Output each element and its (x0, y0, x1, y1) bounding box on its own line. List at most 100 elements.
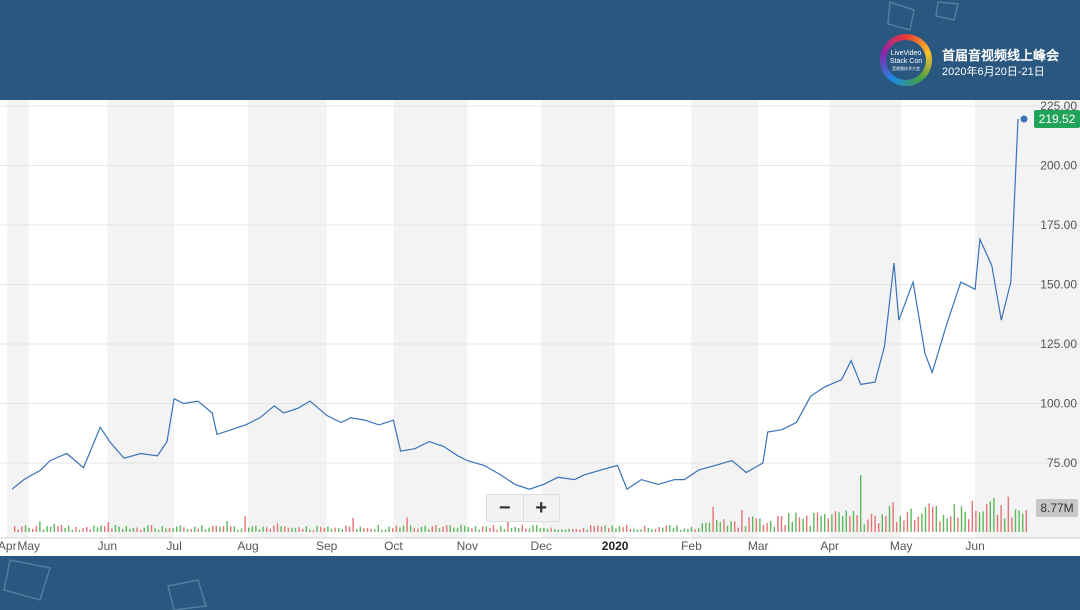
volume-bar (820, 515, 822, 532)
volume-bar (741, 510, 743, 532)
volume-bar (550, 527, 552, 532)
volume-bar (860, 475, 862, 532)
volume-bar (813, 512, 815, 532)
volume-bar (269, 528, 271, 532)
volume-bar (1004, 518, 1006, 532)
volume-bar (1011, 517, 1013, 532)
volume-bar (989, 501, 991, 532)
volume-bar (777, 515, 779, 532)
volume-bar (622, 526, 624, 532)
volume-bar (417, 528, 419, 532)
volume-bar (575, 529, 577, 532)
volume-bar (122, 528, 124, 532)
volume-bar (662, 527, 664, 532)
volume-bar (712, 506, 714, 532)
chart-panel[interactable]: 225.00 200.00 175.00 150.00 125.00 100.00 75.0… (0, 100, 1080, 556)
volume-bar (179, 525, 181, 532)
volume-bar (867, 519, 869, 532)
volume-bar (600, 526, 603, 532)
volume-bar (921, 513, 923, 532)
stock-chart[interactable]: 225.00 200.00 175.00 150.00 125.00 100.00 75.0… (0, 100, 1080, 556)
volume-bar (546, 528, 549, 532)
volume-bar (284, 526, 286, 532)
volume-bar (14, 526, 16, 532)
volume-bar (586, 529, 588, 532)
volume-bar (816, 512, 819, 532)
volume-bar (942, 514, 945, 532)
x-tick-label: Jun (965, 539, 984, 553)
volume-bar (964, 511, 966, 532)
volume-bar (788, 513, 790, 532)
volume-bar (104, 526, 106, 532)
volume-bar (219, 526, 221, 532)
x-axis: Apr May Jun Jul Aug Sep Oct Nov Dec 2020 Feb Mar Apr… (0, 539, 985, 553)
volume-bar (32, 528, 34, 532)
volume-bar (402, 525, 405, 532)
volume-bar (543, 527, 545, 532)
volume-bar (784, 525, 786, 532)
volume-bar (230, 526, 232, 532)
volume-bar (68, 525, 70, 532)
volume-bar (676, 525, 678, 532)
volume-bar (323, 528, 325, 532)
volume-bar (291, 527, 293, 532)
volume-bar (759, 518, 761, 532)
volume-bar (644, 525, 646, 532)
volume-bar (773, 526, 775, 532)
volume-bar (579, 529, 581, 532)
volume-bar (248, 527, 250, 532)
volume-bar (410, 525, 412, 532)
volume-bar (719, 522, 721, 532)
volume-bar (147, 525, 149, 532)
volume-bar (39, 521, 41, 532)
volume-bar (683, 528, 685, 532)
volume-bar (626, 524, 628, 532)
volume-bar (78, 529, 81, 532)
volume-bar (474, 526, 477, 532)
volume-bar (564, 529, 567, 532)
event-logo: LiveVideo Stack Con 音视频技术大会 首届音视频线上峰会 20… (880, 34, 1070, 90)
volume-bar (730, 521, 732, 532)
volume-bar (608, 528, 610, 532)
volume-bar (716, 519, 718, 532)
volume-bar (359, 526, 361, 532)
volume-bar (190, 528, 192, 532)
volume-bar (1014, 509, 1017, 532)
volume-bar (723, 519, 725, 532)
volume-bar (258, 529, 261, 532)
month-band (7, 100, 29, 538)
volume-bar (1007, 496, 1009, 532)
zoom-control: − + (486, 494, 560, 522)
zoom-out-button[interactable]: − (498, 496, 511, 519)
volume-bar (525, 528, 527, 532)
x-tick-label: Apr (0, 539, 17, 553)
volume-bar (734, 521, 736, 532)
volume-bar (384, 529, 387, 532)
volume-bar (795, 512, 797, 532)
volume-bar (194, 526, 196, 532)
volume-bar (168, 528, 171, 532)
volume-bar (780, 516, 783, 532)
volume-bar (968, 519, 970, 532)
volume-bar (420, 526, 423, 532)
volume-bar (903, 520, 905, 532)
volume-bar (899, 516, 901, 532)
volume-bar (1018, 510, 1020, 532)
zoom-in-button[interactable]: + (522, 495, 560, 521)
volume-bar (996, 514, 999, 532)
y-tick-label: 200.00 (1040, 158, 1077, 172)
volume-bar (302, 528, 304, 532)
price-line (11, 118, 1019, 491)
volume-bar (863, 524, 865, 532)
volume-bar (590, 525, 592, 532)
volume-bar (341, 529, 343, 532)
volume-bar (42, 529, 45, 532)
x-tick-label: Aug (237, 539, 258, 553)
volume-bar (1025, 510, 1027, 532)
volume-bar (136, 527, 138, 532)
volume-bar (492, 524, 495, 532)
volume-bar (431, 526, 433, 532)
volume-bar (536, 525, 538, 532)
volume-bar (856, 515, 858, 532)
volume-bar (334, 527, 336, 532)
